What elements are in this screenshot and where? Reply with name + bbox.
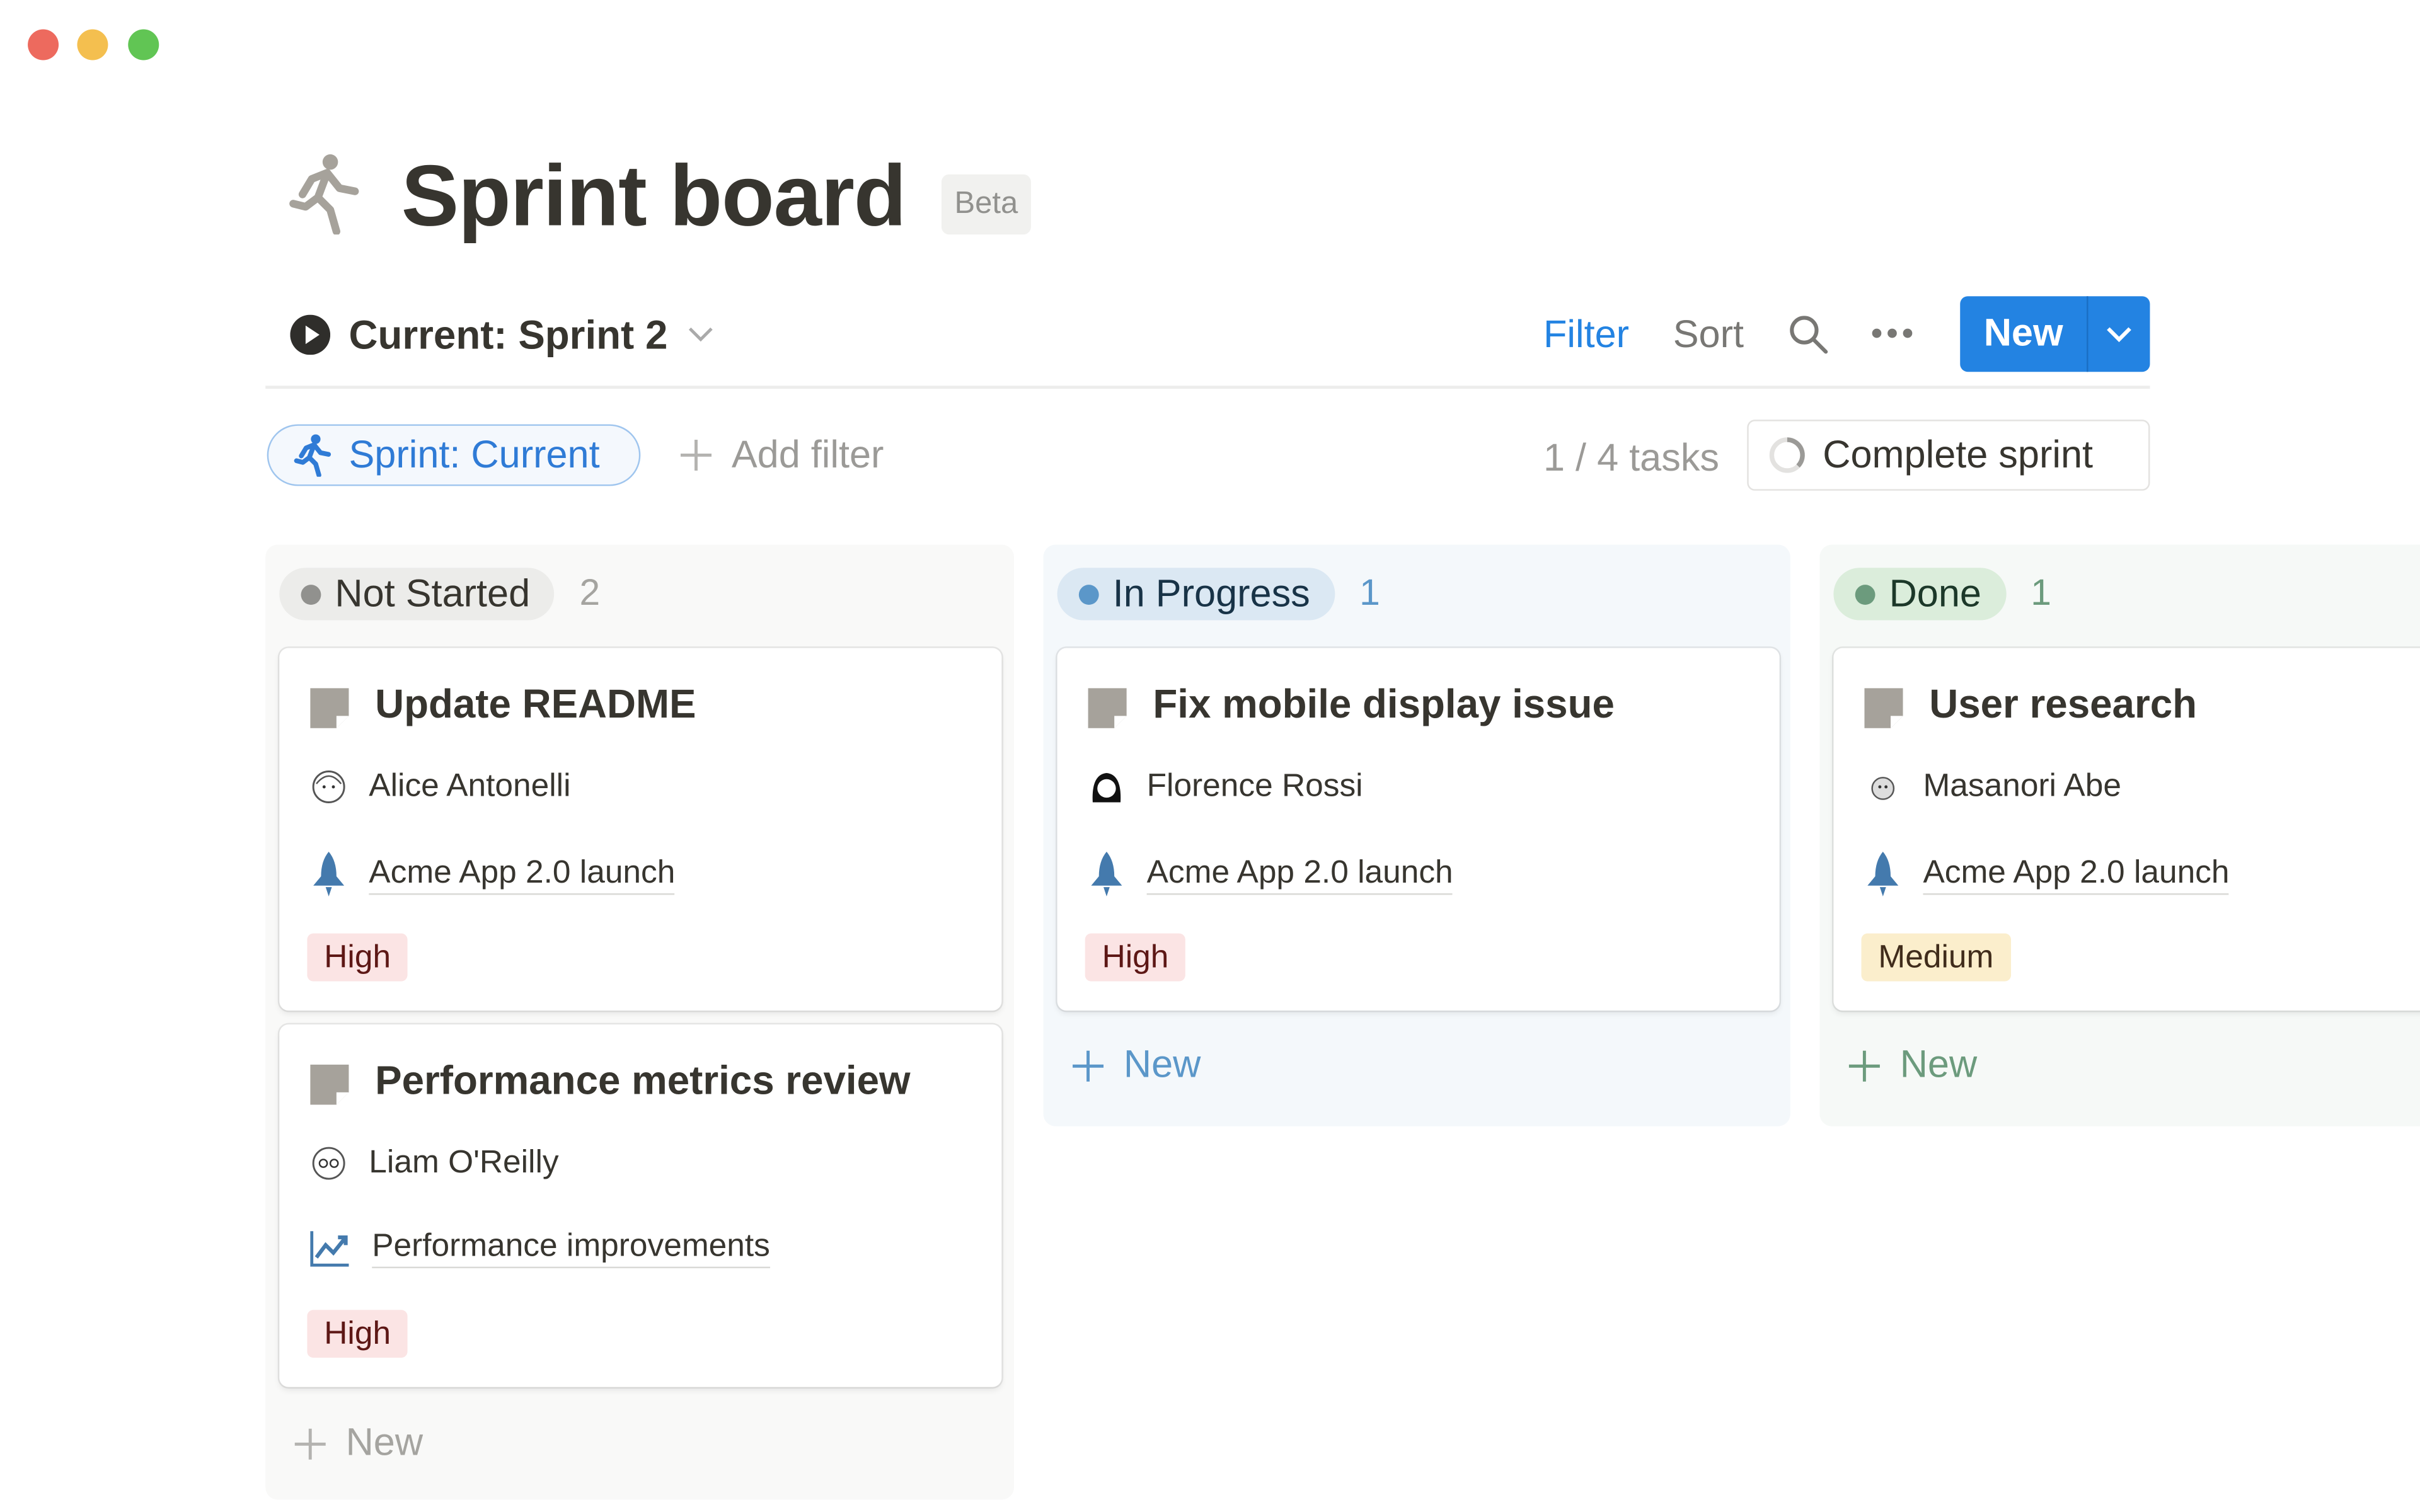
- task-card[interactable]: Fix mobile display issue Florence Rossi …: [1057, 648, 1780, 1011]
- chevron-down-icon: [688, 327, 712, 342]
- column-count: 1: [2031, 572, 2052, 614]
- page-icon: [1088, 688, 1127, 728]
- page-icon: [310, 1064, 349, 1105]
- chevron-down-icon: [2107, 326, 2131, 341]
- column-in-progress: In Progress 1 Fix mobile display issue F…: [1043, 544, 1790, 1126]
- card-title: Performance metrics review: [375, 1057, 911, 1104]
- column-not-started: Not Started 2 Update README Alice Antone…: [265, 544, 1014, 1500]
- add-filter-label: Add filter: [731, 433, 884, 477]
- play-icon: [290, 314, 331, 355]
- page-title: Sprint board: [401, 146, 907, 244]
- page-icon: [310, 688, 349, 728]
- complete-sprint-button[interactable]: Complete sprint: [1747, 420, 2150, 491]
- sprint-selector-label: Current: Sprint 2: [349, 311, 668, 357]
- add-new-label: New: [1899, 1043, 1978, 1087]
- avatar: [1871, 777, 1895, 800]
- sprint-filter-chip[interactable]: Sprint: Current: [267, 424, 641, 486]
- rocket-icon: [1867, 851, 1899, 896]
- priority-tag: Medium: [1861, 933, 2011, 982]
- runner-icon: [289, 154, 359, 235]
- add-new-card-button[interactable]: New: [293, 1421, 423, 1466]
- avatar: [312, 1147, 345, 1180]
- assignee: Masanori Abe: [1923, 768, 2121, 804]
- rocket-icon: [1091, 851, 1122, 896]
- new-button-group: New: [1960, 296, 2150, 372]
- add-new-card-button[interactable]: New: [1847, 1043, 1977, 1088]
- status-pill: In Progress: [1057, 568, 1335, 621]
- window-minimize-button[interactable]: [77, 29, 108, 60]
- task-card[interactable]: Update README Alice Antonelli Acme App 2…: [279, 648, 1002, 1011]
- card-title: Update README: [375, 680, 696, 727]
- add-new-label: New: [1123, 1043, 1201, 1087]
- progress-ring-icon: [1769, 437, 1806, 473]
- task-count: 1 / 4 tasks: [1543, 437, 1720, 480]
- new-button[interactable]: New: [1983, 311, 2063, 355]
- search-icon[interactable]: [1787, 313, 1831, 357]
- add-new-label: New: [345, 1421, 424, 1465]
- complete-sprint-label: Complete sprint: [1823, 432, 2094, 476]
- runner-icon: [294, 434, 331, 477]
- card-title: Fix mobile display issue: [1153, 680, 1615, 727]
- column-done: Done 1 User research Masanori Abe Acme A…: [1819, 544, 2420, 1126]
- sort-button[interactable]: Sort: [1673, 313, 1744, 357]
- project-link[interactable]: Performance improvements: [372, 1228, 770, 1269]
- column-title: Done: [1889, 571, 1981, 615]
- filter-button[interactable]: Filter: [1543, 313, 1630, 357]
- priority-tag: High: [307, 1310, 408, 1358]
- more-options-icon[interactable]: [1870, 327, 1914, 340]
- column-count: 1: [1359, 572, 1380, 614]
- rocket-icon: [313, 851, 345, 896]
- plus-icon: [294, 1428, 326, 1459]
- add-new-card-button[interactable]: New: [1071, 1043, 1201, 1088]
- add-filter-button[interactable]: Add filter: [679, 429, 884, 481]
- plus-icon: [1073, 1050, 1104, 1081]
- project-link[interactable]: Acme App 2.0 launch: [369, 855, 676, 895]
- status-pill: Done: [1833, 568, 2007, 621]
- toolbar-divider: [265, 386, 2150, 389]
- avatar: [312, 770, 345, 803]
- window-close-button[interactable]: [28, 29, 59, 60]
- plus-icon: [681, 439, 712, 471]
- beta-badge: Beta: [941, 174, 1031, 235]
- column-count: 2: [579, 572, 601, 614]
- status-pill: Not Started: [279, 568, 555, 621]
- plus-icon: [1848, 1050, 1880, 1081]
- sprint-filter-label: Sprint: Current: [349, 432, 600, 476]
- new-dropdown-button[interactable]: [2088, 296, 2150, 372]
- column-title: Not Started: [335, 571, 531, 615]
- assignee: Alice Antonelli: [369, 768, 571, 804]
- project-link[interactable]: Acme App 2.0 launch: [1146, 855, 1453, 895]
- page-icon: [1864, 688, 1903, 728]
- task-card[interactable]: Performance metrics review Liam O'Reilly…: [279, 1024, 1002, 1387]
- chart-icon: [310, 1231, 349, 1267]
- assignee: Liam O'Reilly: [369, 1145, 559, 1181]
- project-link[interactable]: Acme App 2.0 launch: [1923, 855, 2230, 895]
- avatar: [1092, 772, 1121, 803]
- priority-tag: High: [307, 933, 408, 982]
- card-title: User research: [1929, 680, 2198, 727]
- priority-tag: High: [1085, 933, 1186, 982]
- task-card[interactable]: User research Masanori Abe Acme App 2.0 …: [1833, 648, 2420, 1011]
- column-title: In Progress: [1112, 571, 1310, 615]
- sprint-selector[interactable]: Current: Sprint 2: [290, 309, 713, 361]
- window-maximize-button[interactable]: [128, 29, 159, 60]
- assignee: Florence Rossi: [1146, 768, 1363, 804]
